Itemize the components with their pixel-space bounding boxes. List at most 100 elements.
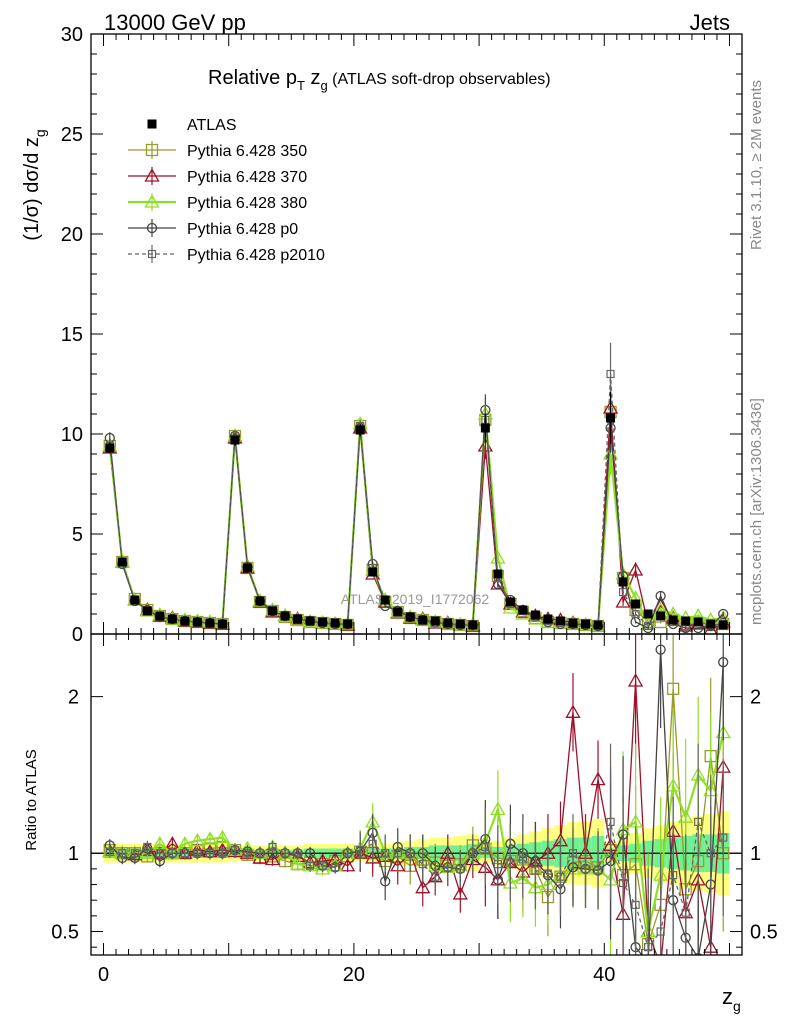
data-point	[568, 618, 578, 628]
data-point	[343, 619, 353, 629]
ratio-point	[381, 849, 390, 858]
ratio-point	[318, 861, 327, 870]
data-point	[530, 610, 540, 620]
data-point	[455, 619, 465, 629]
xtick-label: 0	[98, 964, 109, 986]
legend-label: Pythia 6.428 380	[187, 195, 307, 212]
data-point	[293, 614, 303, 624]
data-point	[627, 562, 644, 576]
ratio-point	[452, 886, 468, 900]
ratio-point	[193, 849, 202, 858]
ratio-point	[565, 704, 581, 718]
series-p2010	[105, 342, 728, 631]
ratio-point	[443, 863, 452, 872]
ratio-point	[289, 856, 306, 870]
main-ytick-label: 15	[61, 324, 83, 346]
data-point	[593, 620, 603, 630]
data-point	[555, 616, 565, 626]
ratio-ylabel: Ratio to ATLAS	[23, 749, 40, 850]
ratio-line-p0	[109, 649, 724, 955]
legend-entry-p350: Pythia 6.428 350	[128, 141, 307, 160]
ratio-point	[340, 857, 356, 872]
data-point	[155, 611, 165, 621]
ratio-point	[678, 809, 694, 823]
data-point	[405, 612, 415, 622]
legend-entry-p380: Pythia 6.428 380	[128, 193, 307, 212]
legend-marker	[144, 194, 160, 208]
data-point	[718, 620, 728, 630]
data-point	[205, 618, 215, 628]
ratio-point	[543, 869, 553, 878]
data-point	[490, 550, 506, 564]
data-point	[606, 413, 616, 423]
ratio-point	[143, 842, 152, 852]
ratio-point	[606, 817, 615, 827]
ratio-point	[694, 952, 703, 955]
data-point	[180, 616, 190, 626]
legend-marker	[147, 119, 157, 129]
ratio-ytick-label: 0.5	[51, 922, 79, 944]
main-ytick-label: 20	[61, 224, 83, 246]
ratio-point	[456, 864, 465, 873]
data-point	[430, 616, 440, 626]
ratio-point	[694, 817, 703, 827]
data-point	[167, 614, 177, 624]
ratio-point	[431, 872, 440, 881]
xtick-label: 40	[593, 964, 615, 986]
data-point	[443, 618, 453, 628]
data-point	[217, 619, 227, 629]
data-point	[618, 577, 628, 587]
ratio-line-p370	[109, 680, 724, 955]
data-point	[615, 594, 631, 608]
ratio-point	[380, 876, 391, 887]
ratio-point	[243, 849, 252, 858]
ratio-point	[268, 842, 277, 852]
data-point	[268, 606, 278, 616]
ratio-point	[304, 848, 316, 859]
ratio-point	[189, 832, 206, 847]
data-point	[480, 423, 490, 433]
ratio-point	[719, 833, 728, 842]
ratio-point	[305, 861, 315, 870]
ratio-plot-series	[102, 634, 731, 967]
ratio-point	[518, 855, 528, 864]
ratio-point	[168, 849, 177, 858]
ratio-point	[356, 845, 365, 855]
header-energy: 13000 GeV pp	[104, 10, 246, 35]
ratio-ytick-label-right: 0.5	[750, 922, 778, 944]
main-ytick-label: 5	[72, 524, 83, 546]
data-point	[230, 435, 240, 445]
data-point	[355, 425, 365, 435]
data-point	[656, 611, 666, 621]
ratio-point	[656, 927, 665, 936]
ratio-point	[665, 778, 681, 792]
ratio-point	[556, 872, 565, 881]
main-ytick-label: 30	[61, 24, 83, 46]
ratio-point	[255, 849, 265, 858]
legend-label: Pythia 6.428 370	[187, 169, 307, 186]
data-point	[505, 597, 515, 607]
legend-entry-ATLAS: ATLAS	[147, 117, 237, 134]
legend-entry-p370: Pythia 6.428 370	[128, 167, 307, 186]
legend-label: Pythia 6.428 p0	[187, 221, 298, 238]
ratio-point	[180, 849, 189, 858]
data-point	[380, 595, 390, 605]
data-point	[192, 617, 202, 627]
ratio-point	[155, 849, 164, 858]
mcplots-label: mcplots.cern.ch [arXiv:1306.3436]	[748, 398, 765, 625]
ratio-point	[205, 849, 215, 858]
xlabel: zg	[722, 984, 741, 1014]
main-ytick-label: 0	[72, 624, 83, 646]
ratio-point	[627, 673, 644, 687]
data-point	[693, 617, 703, 627]
ratio-point	[468, 849, 477, 858]
data-point	[280, 611, 290, 621]
ratio-point	[644, 958, 653, 967]
ratio-point	[490, 801, 506, 816]
header-process: Jets	[690, 10, 730, 35]
main-ylabel: (1/σ) dσ/d zg	[21, 129, 48, 240]
ratio-line-p2010	[109, 819, 724, 949]
main-ytick-label: 10	[61, 424, 83, 446]
data-point	[718, 608, 729, 620]
